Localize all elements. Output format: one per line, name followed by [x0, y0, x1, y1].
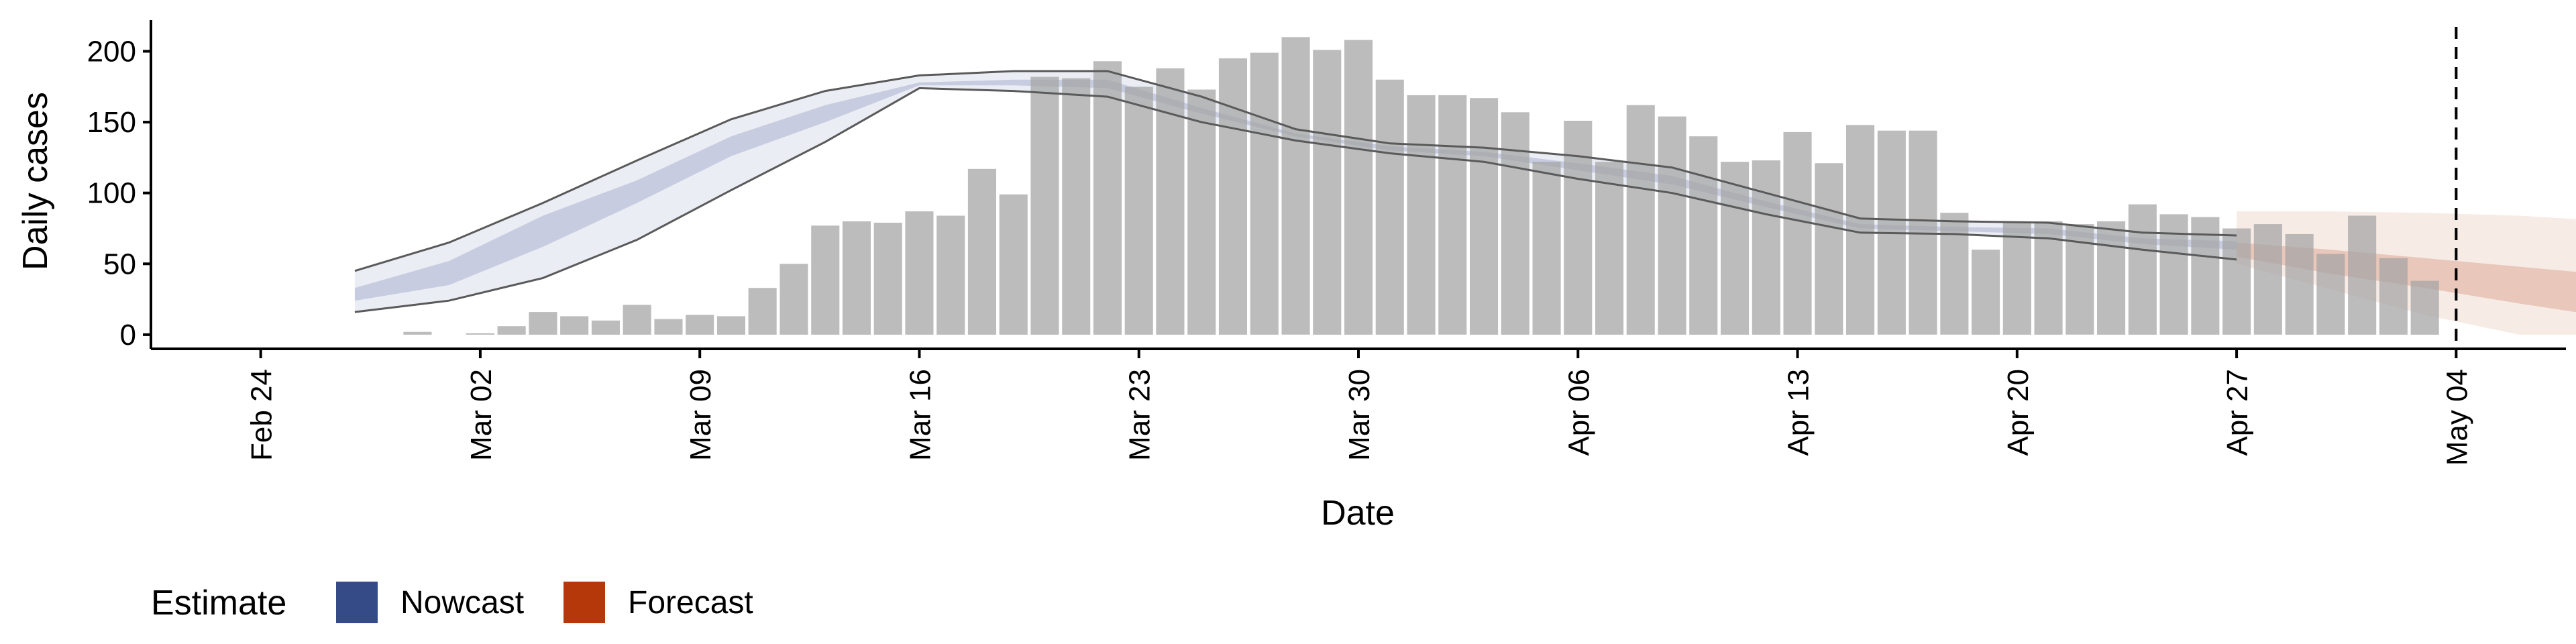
case-bar [905, 211, 934, 335]
x-tick-label: Apr 27 [2221, 369, 2254, 456]
case-bar [1187, 89, 1216, 335]
case-bar [2222, 228, 2251, 335]
x-tick-label: Apr 06 [1562, 369, 1595, 456]
case-bar [780, 264, 808, 335]
case-bar [686, 315, 714, 335]
case-bar [654, 319, 683, 335]
case-bar [2285, 233, 2314, 335]
case-bar [1626, 105, 1655, 335]
case-bar [1062, 78, 1091, 335]
legend-label-forecast: Forecast [628, 585, 753, 621]
x-tick-label: Feb 24 [246, 369, 278, 461]
nowcast-upper-line [354, 70, 2237, 272]
case-bar [1407, 95, 1436, 335]
case-bar [2379, 258, 2408, 335]
case-bar [1156, 68, 1185, 335]
case-bar [2191, 217, 2220, 335]
case-bar [1470, 98, 1499, 335]
case-bar [1752, 160, 1780, 335]
case-bar [1344, 40, 1373, 335]
case-bar [2410, 280, 2439, 335]
case-bar [1940, 213, 1969, 335]
case-bar [999, 194, 1028, 335]
x-tick-label: Mar 16 [904, 369, 937, 461]
nowcast-band-90 [354, 71, 2237, 313]
case-bar [1281, 37, 1310, 335]
nowcast-lower-line [354, 87, 2237, 313]
case-bar [497, 326, 526, 335]
x-tick-label: Mar 09 [684, 369, 717, 461]
x-tick-label: Mar 02 [465, 369, 498, 461]
case-bar [1721, 162, 1750, 335]
estimate-outline-lines [354, 70, 2237, 313]
case-bar [1532, 162, 1561, 335]
case-bar [842, 221, 871, 335]
case-bar [1564, 121, 1593, 335]
x-tick-label: Apr 13 [1782, 369, 1815, 456]
x-tick-label: Mar 30 [1343, 369, 1376, 461]
legend-swatch-nowcast [336, 582, 378, 623]
case-bar [1438, 95, 1467, 335]
case-bar [2097, 221, 2126, 335]
case-bar [591, 320, 620, 335]
legend: Estimate Nowcast Forecast [151, 582, 753, 623]
case-bar [1313, 50, 1342, 335]
axes: 0 50 100 150 200 Feb 24 Mar 02 Mar 09 Mar 16 Mar … [87, 20, 2566, 466]
case-bar [2128, 204, 2157, 335]
y-tick-label: 50 [103, 248, 136, 280]
y-tick-label: 0 [120, 319, 136, 352]
case-bar [716, 316, 745, 335]
case-bar [1658, 116, 1686, 335]
case-bar [1972, 250, 2000, 335]
case-bar [1689, 136, 1718, 335]
case-bar [1815, 163, 1843, 335]
x-tick-label: May 04 [2440, 369, 2473, 466]
case-bar [1030, 76, 1059, 335]
case-bar [1501, 112, 1529, 335]
case-bar [1124, 87, 1153, 335]
case-bar [1093, 61, 1122, 335]
case-bar [2253, 224, 2282, 335]
case-bar [1250, 52, 1279, 335]
y-tick-label: 150 [87, 106, 136, 139]
case-bar [2348, 215, 2377, 335]
case-bar [1595, 162, 1624, 335]
case-bar [1218, 58, 1247, 335]
case-bar [2316, 254, 2345, 335]
case-bar [811, 225, 840, 335]
y-tick-label: 200 [87, 35, 136, 68]
x-tick-label: Apr 20 [2002, 369, 2035, 456]
legend-title: Estimate [151, 584, 286, 623]
case-bar [529, 312, 557, 335]
case-bar [936, 215, 965, 335]
x-axis-title: Date [1321, 494, 1395, 533]
legend-swatch-forecast [564, 582, 605, 623]
legend-label-nowcast: Nowcast [400, 585, 524, 621]
y-axis-title: Daily cases [16, 92, 55, 270]
case-bar [967, 168, 996, 335]
y-tick-label: 100 [87, 177, 136, 210]
case-bar [403, 331, 432, 335]
case-bar [1375, 79, 1404, 335]
case-bar [1783, 131, 1812, 335]
case-bar [2002, 221, 2031, 335]
case-bar [748, 288, 777, 335]
case-bar [466, 333, 494, 335]
case-bar [873, 223, 902, 335]
x-tick-label: Mar 23 [1124, 369, 1157, 461]
case-bar [623, 305, 651, 335]
case-bar [560, 316, 589, 335]
